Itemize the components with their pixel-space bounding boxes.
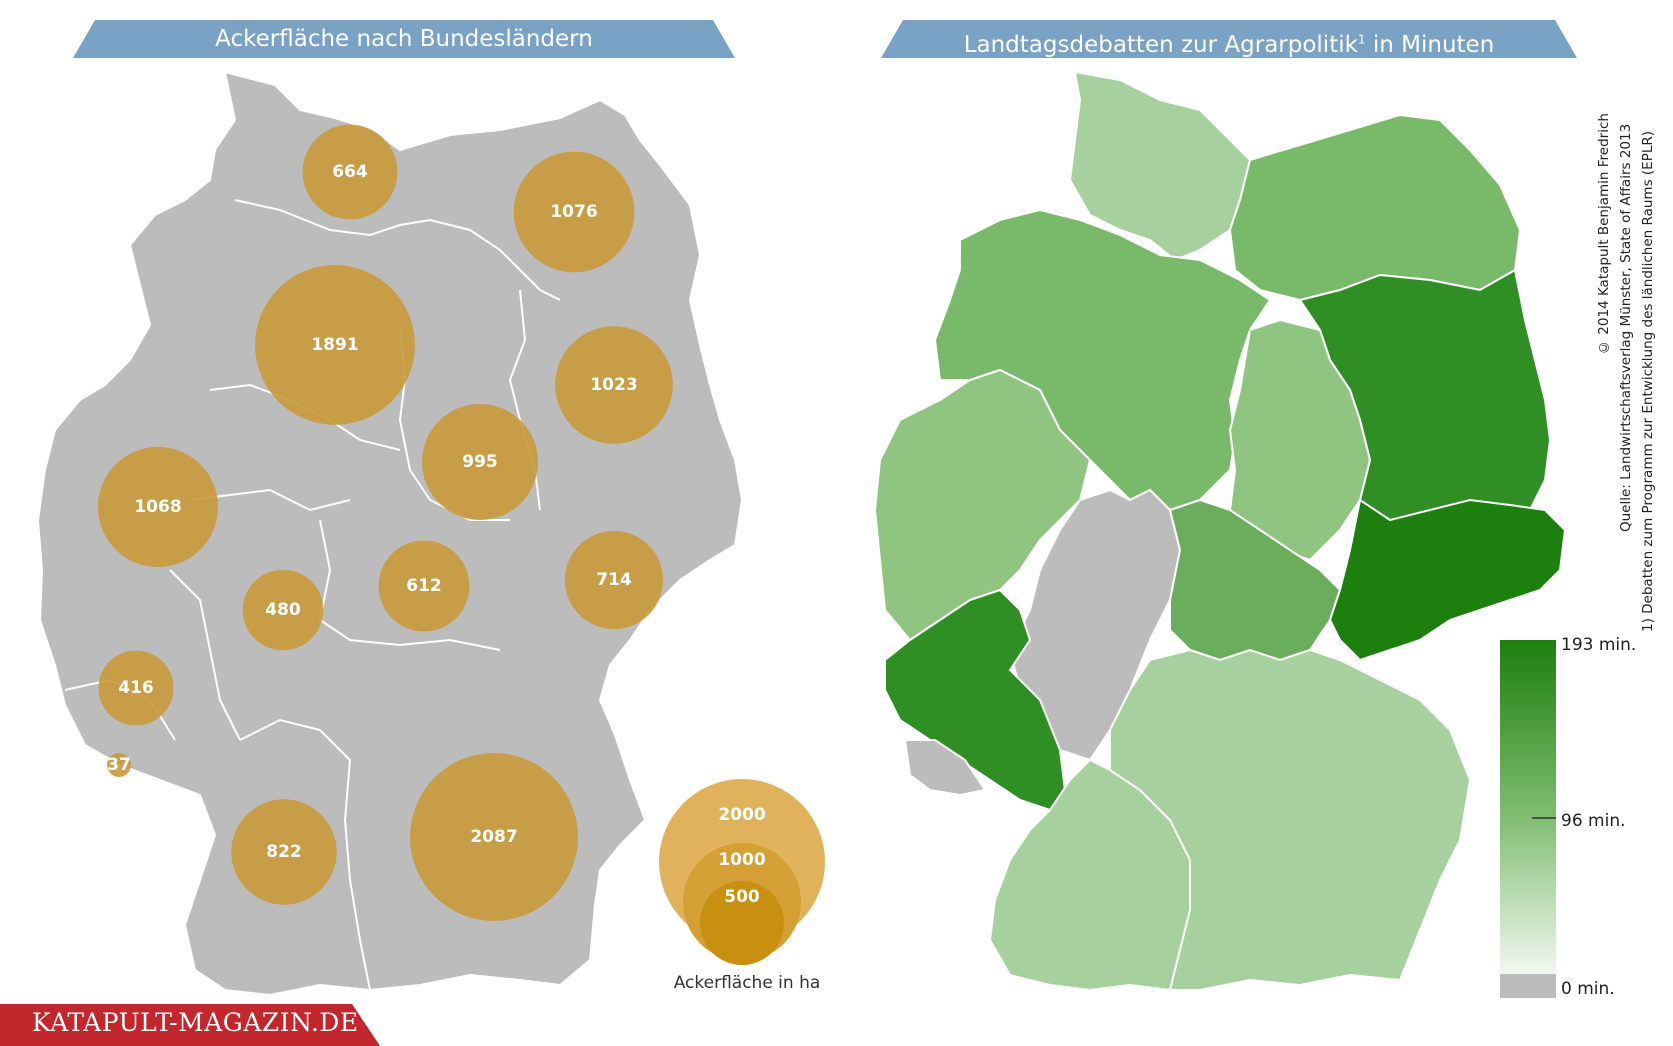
debate-color-scale: 193 min. 96 min. 0 min. <box>1500 635 1636 999</box>
scale-no-data-swatch <box>1500 974 1556 998</box>
bubble-sachsen-anhalt <box>421 403 539 521</box>
state-saarland <box>903 739 987 797</box>
katapult-logo[interactable]: KATAPULT-MAGAZIN.DE <box>0 1004 380 1046</box>
scale-max-label: 193 min. <box>1561 635 1636 655</box>
right-title-tail: in Minuten <box>1365 31 1495 58</box>
bubble-rheinland-pfalz <box>98 650 174 726</box>
debate-map <box>873 70 1567 992</box>
right-title-footnote-mark: 1 <box>1357 32 1366 46</box>
germany-shape-grey <box>36 70 744 997</box>
credit-source: Quelle: Landwirtschaftsverlag Münster, S… <box>1618 123 1634 532</box>
scale-mid-label: 96 min. <box>1561 811 1626 831</box>
credit-footnote: 1) Debatten zum Programm zur Entwicklung… <box>1640 130 1656 632</box>
scale-min-label: 0 min. <box>1561 979 1615 999</box>
state-sachsen <box>1328 498 1567 662</box>
legend-caption: Ackerfläche in ha <box>674 973 821 993</box>
bubble-label-sachsen: 714 <box>596 570 632 590</box>
bubble-label-bayern: 2087 <box>470 827 517 847</box>
bubble-sachsen <box>564 530 664 630</box>
legend-circle-500 <box>700 881 784 965</box>
bubble-label-hessen: 480 <box>265 600 301 620</box>
bubble-label-saarland: 37 <box>107 755 131 775</box>
germany-outline-left <box>36 70 744 997</box>
bubble-hessen <box>242 569 324 651</box>
legend-value-500: 500 <box>724 887 760 907</box>
legend-value-1000: 1000 <box>718 850 765 870</box>
state-mecklenburg-vorpommern <box>1228 113 1522 302</box>
bubble-brandenburg <box>555 326 673 444</box>
bubble-label-mecklenburg-vorpommern: 1076 <box>550 202 597 222</box>
bubble-label-rheinland-pfalz: 416 <box>118 678 154 698</box>
bubble-label-niedersachsen: 1891 <box>311 335 358 355</box>
bubble-label-brandenburg: 1023 <box>590 375 637 395</box>
left-map-title: Ackerfläche nach Bundesländern <box>73 20 735 58</box>
bubble-label-schleswig-holstein: 664 <box>332 162 368 182</box>
bubble-size-legend: 2000 1000 500 Ackerfläche in ha <box>659 779 825 993</box>
bubble-th-ringen <box>378 540 470 632</box>
right-map-title: Landtagsdebatten zur Agrarpolitik1 in Mi… <box>881 20 1577 58</box>
bubble-label-baden-w-rttemberg: 822 <box>266 842 302 862</box>
state-nordrhein-westfalen <box>873 368 1092 642</box>
bubble-mecklenburg-vorpommern <box>513 151 635 273</box>
credit-copyright: © 2014 Katapult Benjamin Fredrich <box>1596 113 1612 355</box>
state-schleswig-holstein <box>1068 70 1252 262</box>
state-sachsen-anhalt <box>1228 318 1372 562</box>
acreage-bubbles: 664 1076 1891 1023 995 1068 612 714 480 416 37 822 2… <box>97 124 673 921</box>
bubble-nordrhein-westfalen <box>97 446 219 568</box>
state-bayern <box>1109 648 1472 991</box>
legend-value-2000: 2000 <box>718 805 765 825</box>
bubble-niedersachsen <box>255 265 415 425</box>
credits: © 2014 Katapult Benjamin Fredrich Quelle… <box>1596 100 1666 640</box>
bubble-baden-w-rttemberg <box>231 799 337 905</box>
bubble-label-sachsen-anhalt: 995 <box>462 452 498 472</box>
right-title-main: Landtagsdebatten zur Agrarpolitik <box>963 31 1358 58</box>
right-map-title-text: Landtagsdebatten zur Agrarpolitik1 in Mi… <box>964 32 1495 58</box>
logo-text: KATAPULT-MAGAZIN.DE <box>32 1008 359 1037</box>
bubble-label-th-ringen: 612 <box>406 576 442 596</box>
scale-gradient-bar <box>1500 640 1556 974</box>
bubble-schleswig-holstein <box>302 124 398 220</box>
left-map-title-text: Ackerfläche nach Bundesländern <box>215 26 593 52</box>
bubble-label-nordrhein-westfalen: 1068 <box>134 497 181 517</box>
bubble-bayern <box>410 753 578 921</box>
bubble-saarland <box>107 753 131 777</box>
